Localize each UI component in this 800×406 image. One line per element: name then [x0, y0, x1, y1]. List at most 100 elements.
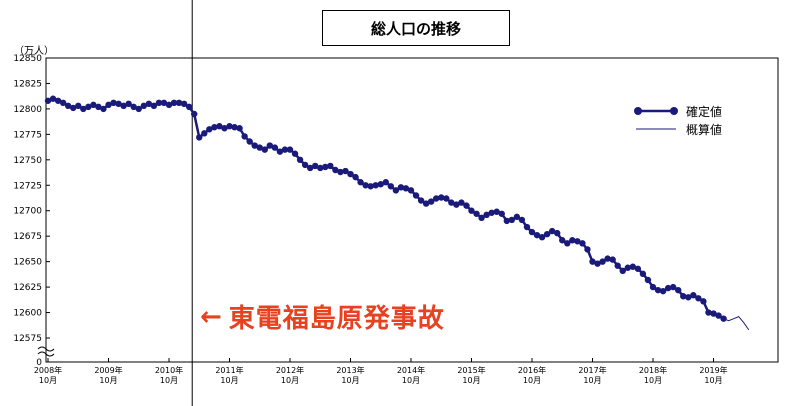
x-tick-label-year: 2011年 — [215, 365, 243, 375]
data-point-confirmed — [614, 262, 621, 269]
data-point-confirmed — [191, 110, 198, 118]
data-point-confirmed — [256, 144, 263, 151]
x-tick-label-year: 2017年 — [578, 365, 606, 375]
data-point-confirmed — [412, 192, 420, 199]
y-axis-unit: （万人） — [14, 46, 54, 57]
y-tick-label: 12850 — [13, 54, 42, 64]
data-point-confirmed — [649, 283, 657, 291]
data-point-confirmed — [130, 103, 137, 111]
x-tick-labels: 2008年10月2009年10月2010年10月2011年10月2012年10月… — [34, 365, 728, 385]
data-point-confirmed — [301, 161, 309, 169]
data-point-confirmed — [337, 168, 344, 176]
data-point-confirmed — [417, 197, 425, 204]
data-point-confirmed — [312, 162, 319, 170]
y-tick-label: 12625 — [13, 283, 42, 293]
data-point-confirmed — [196, 134, 203, 141]
data-point-confirmed — [695, 295, 702, 302]
data-point-confirmed — [705, 309, 712, 316]
data-point-confirmed — [619, 267, 626, 274]
data-point-confirmed — [397, 184, 405, 191]
data-point-confirmed — [569, 237, 576, 244]
x-tick-label-year: 2019年 — [699, 365, 727, 375]
legend-item-estimate: 概算値 — [634, 120, 722, 138]
data-point-confirmed — [554, 229, 561, 237]
x-tick-label-year: 2013年 — [336, 365, 364, 375]
data-point-confirmed — [559, 237, 566, 244]
data-point-confirmed — [548, 227, 556, 235]
data-point-confirmed — [715, 312, 722, 319]
data-point-confirmed — [624, 264, 631, 271]
axis-break-mark — [37, 346, 55, 352]
y-tick-label-zero: 0 — [36, 358, 42, 368]
legend-label-confirmed: 確定値 — [686, 104, 723, 119]
data-point-confirmed — [538, 234, 546, 241]
data-point-confirmed — [306, 164, 314, 172]
legend-label-estimate: 概算値 — [686, 122, 723, 137]
data-point-confirmed — [206, 126, 213, 133]
data-point-confirmed — [59, 99, 67, 107]
x-tick-label-month: 10月 — [281, 376, 299, 385]
y-tick-label: 12750 — [13, 156, 42, 166]
data-point-confirmed — [392, 187, 400, 194]
data-point-confirmed — [387, 183, 395, 190]
data-point-confirmed — [180, 100, 188, 108]
data-point-confirmed — [609, 256, 616, 263]
data-point-confirmed — [246, 138, 253, 145]
data-point-confirmed — [211, 124, 218, 131]
y-tick-label: 12600 — [13, 309, 42, 319]
data-point-confirmed — [90, 101, 97, 109]
data-point-confirmed — [150, 102, 158, 110]
data-point-confirmed — [533, 231, 541, 239]
x-tick-label-year: 2010年 — [155, 365, 183, 375]
data-point-confirmed — [115, 100, 122, 108]
data-point-confirmed — [644, 276, 652, 284]
data-point-confirmed — [468, 207, 475, 214]
data-point-confirmed — [170, 99, 178, 107]
x-tick-label-year: 2009年 — [94, 365, 122, 375]
data-point-confirmed — [332, 166, 339, 174]
data-point-confirmed — [175, 99, 183, 107]
data-point-confirmed — [700, 298, 707, 305]
data-point-confirmed — [281, 146, 289, 153]
data-point-confirmed — [125, 100, 132, 108]
data-point-confirmed — [493, 208, 500, 215]
data-point-confirmed — [85, 103, 92, 111]
data-point-confirmed — [488, 209, 495, 216]
data-point-confirmed — [216, 123, 223, 130]
data-point-confirmed — [70, 104, 77, 112]
data-point-confirmed — [377, 181, 384, 188]
legend-swatch-confirmed — [634, 107, 678, 115]
x-tick-label-year: 2014年 — [397, 365, 425, 375]
data-point-confirmed — [473, 210, 480, 217]
data-point-confirmed — [543, 230, 551, 238]
data-point-confirmed — [95, 103, 102, 111]
x-tick-label-month: 10月 — [402, 376, 420, 385]
data-point-confirmed — [266, 142, 274, 149]
x-tick-label-month: 10月 — [523, 376, 541, 385]
data-point-confirmed — [463, 202, 470, 209]
x-tick-label-month: 10月 — [462, 376, 480, 385]
x-tick-label-month: 10月 — [160, 376, 178, 385]
data-point-confirmed — [276, 148, 284, 155]
data-point-confirmed — [160, 99, 168, 107]
legend-item-confirmed: 確定値 — [634, 102, 722, 120]
data-point-confirmed — [155, 99, 163, 107]
data-point-confirmed — [251, 142, 258, 149]
data-point-confirmed — [634, 265, 642, 272]
data-point-confirmed — [317, 164, 324, 172]
data-point-confirmed — [604, 255, 611, 262]
data-point-confirmed — [407, 187, 415, 194]
axis-break-mark — [37, 351, 55, 357]
data-point-confirmed — [402, 185, 410, 192]
data-point-confirmed — [589, 258, 596, 265]
data-point-confirmed — [342, 167, 349, 175]
event-annotation: ← 東電福島原発事故 — [200, 298, 445, 335]
data-point-confirmed — [49, 95, 57, 102]
data-point-confirmed — [478, 214, 485, 222]
data-point-confirmed — [528, 228, 536, 236]
y-tick-label: 12825 — [13, 79, 42, 89]
data-point-confirmed — [584, 246, 591, 253]
data-point-confirmed — [453, 201, 460, 208]
data-point-confirmed — [64, 102, 72, 110]
y-tick-label: 12575 — [13, 334, 42, 344]
